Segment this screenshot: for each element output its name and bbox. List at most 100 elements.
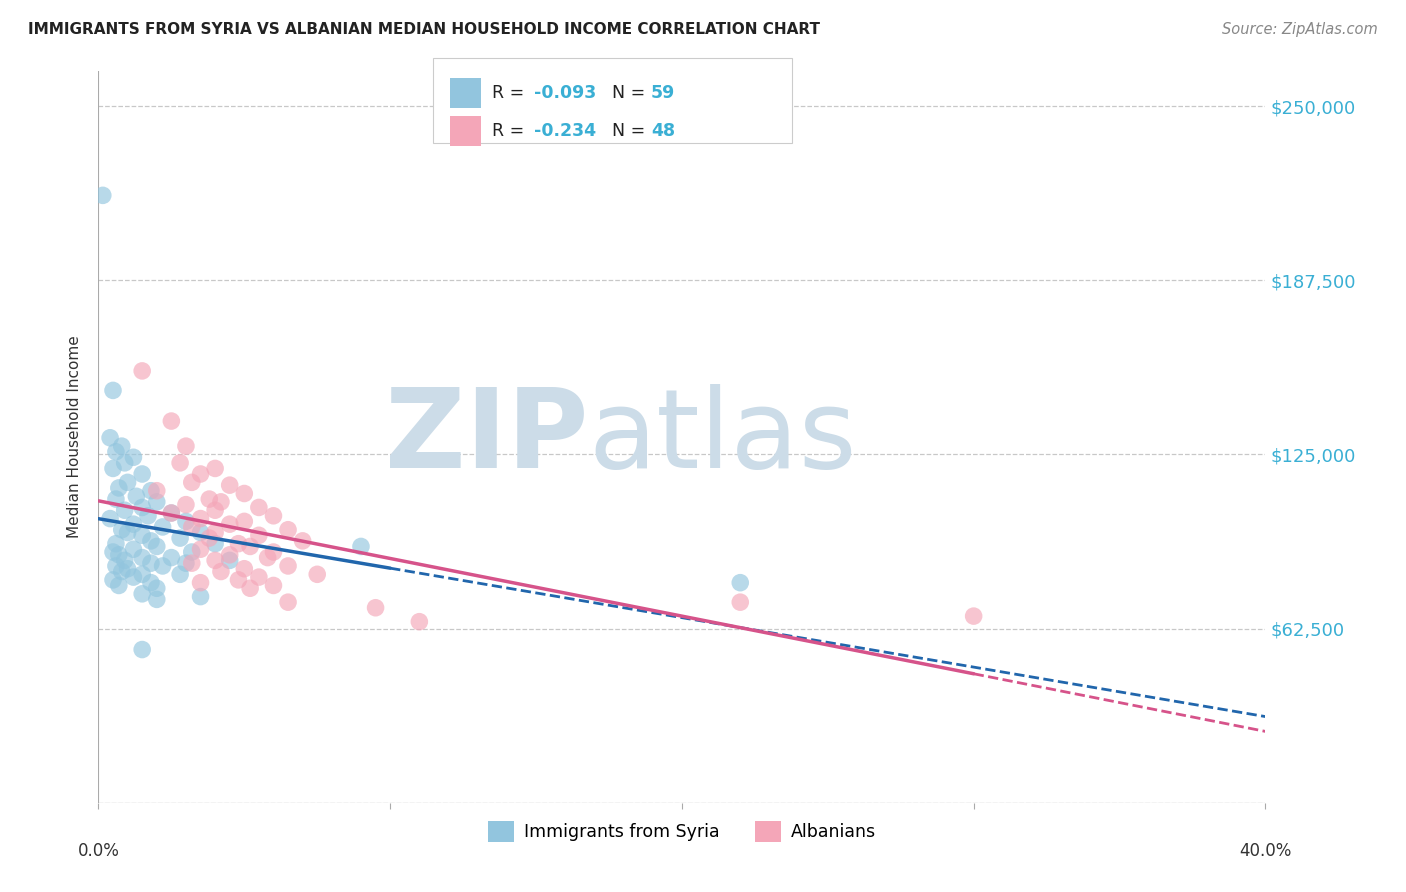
Point [247,528,270,542]
Point [139,575,162,590]
Point [190,575,212,590]
Point [263,578,285,592]
Point [350,540,373,554]
Point [101,384,124,398]
Point [209,565,232,579]
Point [131,500,153,515]
Point [146,592,169,607]
Point [233,514,256,528]
Point [204,503,226,517]
Point [233,486,256,500]
Point [131,642,153,657]
Point [204,525,226,540]
Point [169,531,191,545]
Point [239,581,262,595]
Point [139,483,162,498]
Text: 59: 59 [651,84,675,102]
Point [174,556,197,570]
Point [263,508,285,523]
Point [730,595,752,609]
Point [239,540,262,554]
Point [408,615,430,629]
Point [136,508,159,523]
Point [190,590,212,604]
Point [101,545,124,559]
Point [218,517,240,532]
Point [277,595,299,609]
Point [111,565,134,579]
Point [218,548,240,562]
Text: Source: ZipAtlas.com: Source: ZipAtlas.com [1222,22,1378,37]
Point [247,570,270,584]
Point [152,520,174,534]
Point [228,573,250,587]
Point [139,533,162,548]
Point [169,567,191,582]
Point [730,575,752,590]
Point [218,478,240,492]
Point [190,467,212,481]
Point [111,523,134,537]
Point [122,450,145,465]
Point [104,492,127,507]
Point [131,467,153,481]
Point [247,500,270,515]
Point [125,489,148,503]
Point [307,567,329,582]
Point [209,495,232,509]
Point [117,562,139,576]
Point [98,431,121,445]
Point [98,511,121,525]
Point [139,556,162,570]
Point [204,553,226,567]
Point [91,188,114,202]
Point [204,536,226,550]
Point [198,531,221,545]
Point [962,609,984,624]
Text: N =: N = [612,84,651,102]
Point [114,553,136,567]
Point [198,492,221,507]
Point [190,511,212,525]
Text: R =: R = [492,84,530,102]
Y-axis label: Median Household Income: Median Household Income [67,335,83,539]
Legend: Immigrants from Syria, Albanians: Immigrants from Syria, Albanians [481,814,883,849]
Point [104,536,127,550]
Text: N =: N = [612,122,651,140]
Point [277,558,299,573]
Point [190,542,212,557]
Point [277,523,299,537]
Point [180,475,202,490]
Point [122,570,145,584]
Point [160,550,183,565]
Point [233,562,256,576]
Point [204,461,226,475]
Point [108,481,131,495]
Point [256,550,278,565]
Point [160,506,183,520]
Point [131,528,153,542]
Point [263,545,285,559]
Text: ZIP: ZIP [385,384,589,491]
Point [101,461,124,475]
Point [228,536,250,550]
Point [146,495,169,509]
Point [180,556,202,570]
Text: R =: R = [492,122,530,140]
Text: -0.093: -0.093 [534,84,596,102]
Point [180,545,202,559]
Text: 40.0%: 40.0% [1239,842,1292,860]
Point [146,540,169,554]
Point [190,525,212,540]
Point [111,439,134,453]
Text: 0.0%: 0.0% [77,842,120,860]
Point [131,550,153,565]
Point [174,514,197,528]
Point [122,542,145,557]
Point [291,533,314,548]
Point [131,364,153,378]
Point [131,587,153,601]
Point [160,414,183,428]
Point [101,573,124,587]
Point [114,456,136,470]
